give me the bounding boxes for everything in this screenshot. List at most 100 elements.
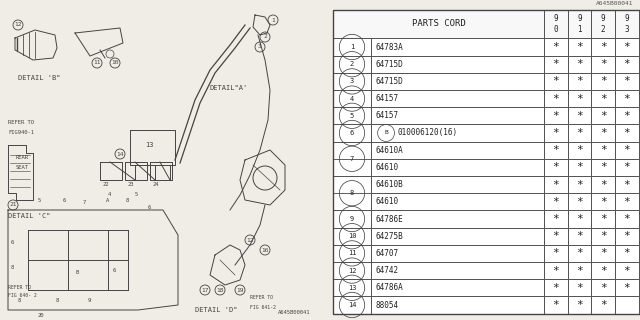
Bar [591, 262, 615, 279]
Text: 64275B: 64275B [376, 232, 404, 241]
Text: *: * [576, 76, 583, 86]
Bar [333, 228, 371, 245]
Bar [333, 10, 544, 38]
Bar [615, 211, 639, 228]
Bar [591, 228, 615, 245]
Text: *: * [552, 162, 559, 172]
Text: *: * [552, 197, 559, 207]
Bar [568, 193, 591, 211]
Bar [371, 107, 544, 124]
Bar [371, 124, 544, 141]
Text: *: * [623, 231, 630, 241]
Bar [544, 141, 568, 159]
Bar [333, 176, 371, 211]
Text: *: * [623, 128, 630, 138]
Text: *: * [600, 59, 607, 69]
Text: REFER TO: REFER TO [250, 295, 273, 300]
Bar [568, 228, 591, 245]
Bar [615, 245, 639, 262]
Bar [568, 211, 591, 228]
Bar [591, 107, 615, 124]
Text: *: * [576, 128, 583, 138]
Text: *: * [600, 231, 607, 241]
Bar [544, 90, 568, 107]
Text: *: * [623, 283, 630, 293]
Text: 3: 3 [625, 25, 629, 34]
Bar [544, 124, 568, 141]
Bar [544, 73, 568, 90]
Text: 22: 22 [103, 182, 109, 187]
Bar [568, 73, 591, 90]
Bar [591, 296, 615, 314]
Bar [568, 38, 591, 56]
Bar [615, 124, 639, 141]
Text: 8: 8 [56, 298, 60, 303]
Text: *: * [600, 180, 607, 189]
Text: *: * [600, 197, 607, 207]
Text: *: * [623, 162, 630, 172]
Text: *: * [623, 76, 630, 86]
Bar [333, 279, 371, 296]
Text: DETAIL 'B": DETAIL 'B" [18, 75, 61, 81]
Text: 9: 9 [88, 298, 92, 303]
Text: 6: 6 [113, 268, 116, 273]
Text: *: * [552, 231, 559, 241]
Text: 88054: 88054 [376, 300, 399, 309]
Bar [371, 245, 544, 262]
Text: 6: 6 [11, 240, 14, 245]
Bar [333, 73, 371, 90]
Bar [333, 124, 371, 141]
Text: 11: 11 [93, 60, 100, 66]
Bar [615, 90, 639, 107]
Text: REAR: REAR [16, 155, 29, 160]
Text: *: * [552, 180, 559, 189]
Text: *: * [552, 128, 559, 138]
Text: *: * [623, 266, 630, 276]
Text: 13: 13 [145, 142, 154, 148]
Bar [544, 176, 568, 193]
Text: *: * [552, 300, 559, 310]
Text: 64786E: 64786E [376, 214, 404, 223]
Bar [544, 262, 568, 279]
Text: *: * [623, 93, 630, 104]
Bar [568, 159, 591, 176]
Bar [639, 73, 640, 90]
Bar [615, 10, 639, 38]
Bar [591, 245, 615, 262]
Bar [568, 296, 591, 314]
Bar [544, 211, 568, 228]
Text: 8: 8 [18, 298, 21, 303]
Text: 23: 23 [128, 182, 134, 187]
Bar [639, 90, 640, 107]
Text: 010006120(16): 010006120(16) [397, 129, 458, 138]
Bar [568, 107, 591, 124]
Bar [639, 159, 640, 176]
Bar [544, 10, 568, 38]
Bar [544, 159, 568, 176]
Text: *: * [576, 111, 583, 121]
Text: *: * [576, 59, 583, 69]
Text: REFER TO: REFER TO [8, 120, 34, 125]
Text: 5: 5 [38, 198, 41, 203]
Text: *: * [552, 283, 559, 293]
Text: 1: 1 [271, 18, 275, 22]
Text: 2: 2 [350, 61, 354, 67]
Bar [544, 56, 568, 73]
Text: A: A [106, 198, 109, 203]
Bar [639, 262, 640, 279]
Bar [639, 10, 640, 38]
Text: *: * [576, 162, 583, 172]
Text: B: B [384, 131, 388, 135]
Bar [333, 159, 371, 176]
Text: 10: 10 [111, 60, 119, 66]
Bar [333, 56, 371, 73]
Text: 4: 4 [108, 192, 111, 197]
Bar [591, 124, 615, 141]
Text: *: * [600, 266, 607, 276]
Text: *: * [576, 93, 583, 104]
Bar [568, 124, 591, 141]
Bar [371, 228, 544, 245]
Text: *: * [623, 42, 630, 52]
Bar [639, 176, 640, 193]
Text: *: * [600, 128, 607, 138]
